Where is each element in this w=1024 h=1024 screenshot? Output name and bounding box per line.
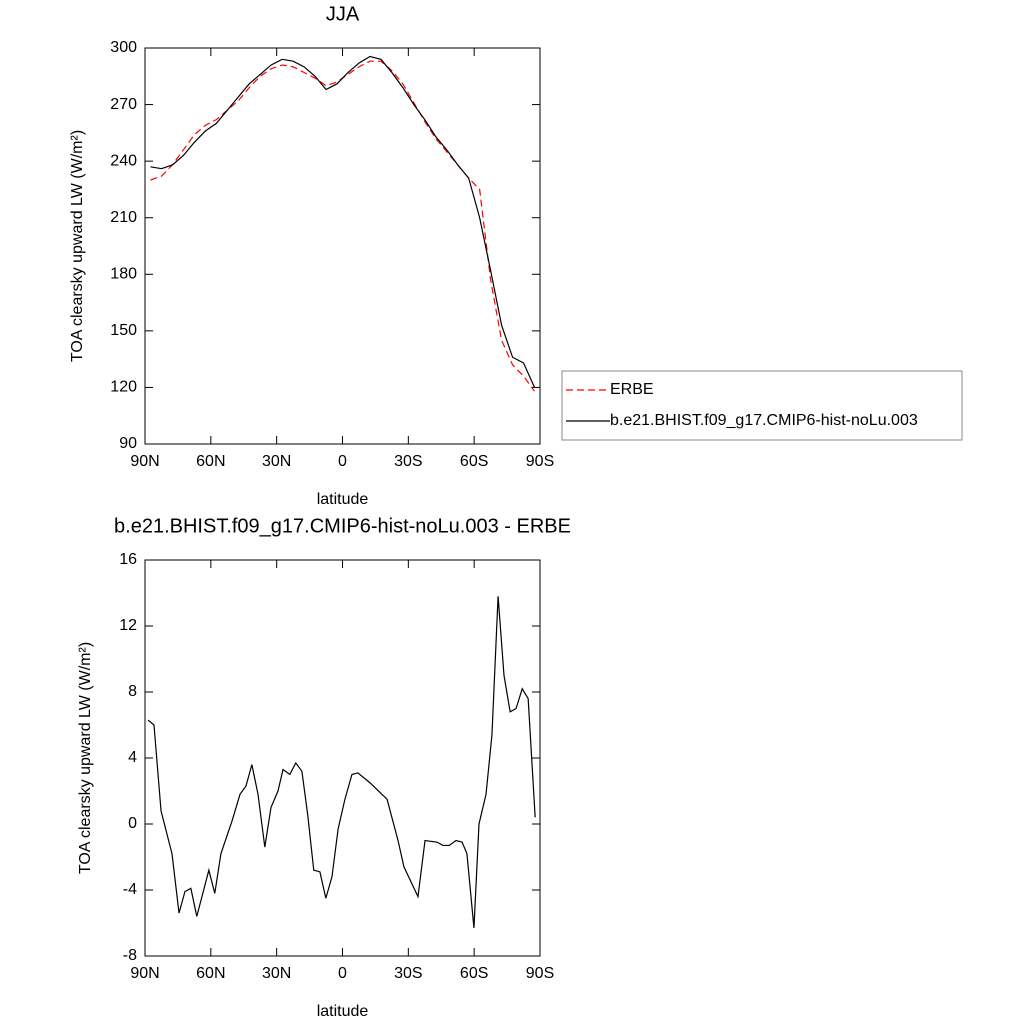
x-tick-label: 30N — [262, 965, 291, 982]
x-axis-label: latitude — [317, 1003, 369, 1020]
y-tick-label: 300 — [110, 39, 137, 56]
x-tick-label: 60S — [460, 965, 488, 982]
y-tick-label: 240 — [110, 152, 137, 169]
y-tick-label: 180 — [110, 266, 137, 283]
x-tick-label: 30S — [394, 965, 422, 982]
y-tick-label: 0 — [128, 815, 137, 832]
y-tick-label: 8 — [128, 683, 137, 700]
x-tick-label: 30N — [262, 453, 291, 470]
x-tick-label: 30S — [394, 453, 422, 470]
y-tick-label: 150 — [110, 322, 137, 339]
y-axis-label: TOA clearsky upward LW (W/m²) — [77, 642, 94, 874]
chart-title: b.e21.BHIST.f09_g17.CMIP6-hist-noLu.003 … — [114, 515, 571, 537]
data-line — [147, 596, 536, 929]
legend-label: b.e21.BHIST.f09_g17.CMIP6-hist-noLu.003 — [610, 412, 918, 429]
chart-title: JJA — [326, 3, 360, 25]
plot-frame — [144, 47, 541, 445]
legend-label: ERBE — [610, 381, 654, 398]
x-tick-label: 60N — [196, 965, 225, 982]
y-tick-label: -4 — [123, 881, 137, 898]
y-tick-label: -8 — [123, 947, 137, 964]
x-axis-label: latitude — [317, 491, 369, 508]
y-tick-label: 120 — [110, 379, 137, 396]
y-tick-label: 4 — [128, 749, 137, 766]
x-tick-label: 0 — [338, 453, 347, 470]
y-tick-label: 16 — [119, 551, 137, 568]
y-tick-label: 210 — [110, 209, 137, 226]
x-tick-label: 60S — [460, 453, 488, 470]
y-tick-label: 270 — [110, 96, 137, 113]
x-tick-label: 90N — [130, 965, 159, 982]
plot-frame — [144, 559, 541, 957]
legend-box — [561, 370, 963, 441]
x-tick-label: 90S — [526, 965, 554, 982]
x-tick-label: 0 — [338, 965, 347, 982]
y-tick-label: 12 — [119, 617, 137, 634]
x-tick-label: 90S — [526, 453, 554, 470]
data-line — [150, 60, 535, 392]
y-tick-label: 90 — [119, 435, 137, 452]
x-tick-label: 90N — [130, 453, 159, 470]
y-axis-label: TOA clearsky upward LW (W/m²) — [69, 130, 86, 362]
x-tick-label: 60N — [196, 453, 225, 470]
data-line — [150, 55, 536, 388]
